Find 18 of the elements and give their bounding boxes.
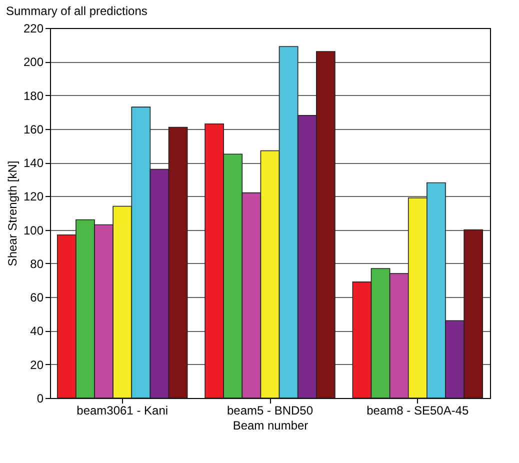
y-tick-label: 160 xyxy=(23,122,44,136)
y-tick-label: 120 xyxy=(23,190,44,204)
y-tick-label: 100 xyxy=(23,223,44,238)
x-tick-label: beam5 - BND50 xyxy=(226,404,314,418)
y-tick-label: 180 xyxy=(23,88,44,103)
y-tick-label: 60 xyxy=(30,290,44,305)
y-tick-label: 80 xyxy=(30,256,44,271)
x-tick-label: beam3061 - Kani xyxy=(76,404,168,418)
y-tick-label: 140 xyxy=(23,156,44,170)
y-tick-label: 20 xyxy=(30,358,44,372)
chart-title: Summary of all predictions xyxy=(6,4,148,18)
y-tick-label: 200 xyxy=(23,55,44,70)
y-tick-label: 40 xyxy=(30,324,44,338)
y-axis-title: Shear Strength [kN] xyxy=(5,160,20,266)
y-tick-label: 220 xyxy=(23,22,44,36)
y-tick-label: 0 xyxy=(36,392,44,406)
x-axis-title: Beam number xyxy=(232,418,308,432)
x-tick-label: beam8 - SE50A-45 xyxy=(366,404,470,418)
